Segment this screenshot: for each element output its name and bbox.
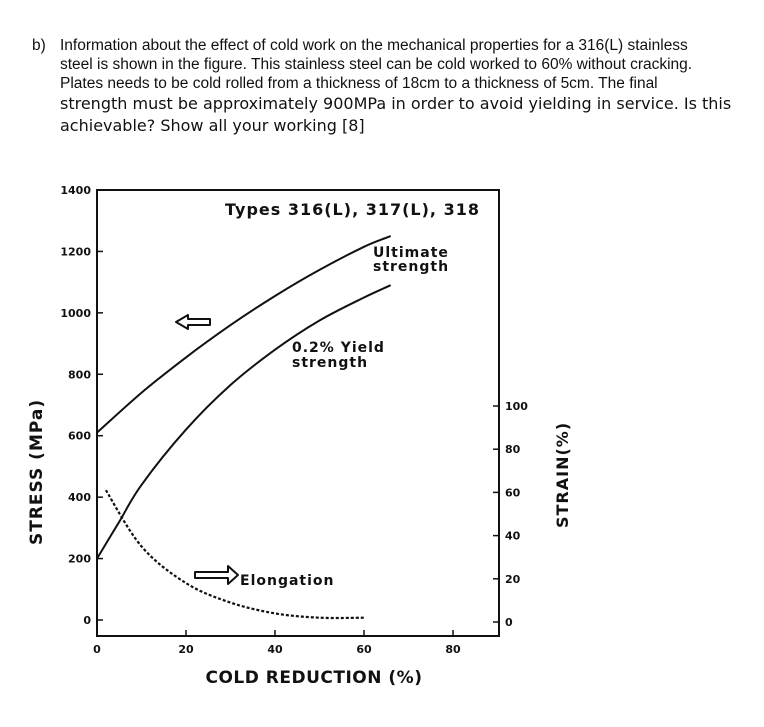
ultimate-strength-label-line: strength — [373, 259, 449, 275]
y-tick-label: 200 — [68, 553, 91, 566]
y2-axis-label: STRAIN(%) — [553, 422, 572, 528]
yield-strength-label: 0.2% Yield strength — [292, 340, 391, 371]
y-tick-label: 1400 — [60, 184, 91, 197]
left-arrow-icon — [175, 314, 211, 330]
question-line: steel is shown in the figure. This stain… — [60, 56, 693, 73]
y2-tick-label: 0 — [505, 616, 513, 629]
question-label: b) — [32, 37, 46, 54]
y2-tick-label: 60 — [505, 486, 521, 499]
yield-strength-label-line: 0.2% Yield — [292, 340, 385, 356]
y2-tick-label: 100 — [505, 400, 528, 413]
y-tick-label: 1000 — [60, 307, 91, 320]
x-tick-label: 80 — [445, 643, 461, 656]
yield-strength-label-line: strength — [292, 355, 368, 371]
y-tick-label: 800 — [68, 368, 91, 381]
x-axis-label: COLD REDUCTION (%) — [206, 668, 423, 688]
right-arrow-icon — [194, 565, 239, 585]
plot-frame — [96, 189, 500, 637]
yield-strength-curve — [96, 284, 392, 560]
y2-tick-label: 80 — [505, 443, 521, 456]
y2-tick-label: 20 — [505, 573, 521, 586]
y-axis-label: STRESS (MPa) — [27, 399, 47, 545]
question-line: Plates needs to be cold rolled from a th… — [60, 75, 658, 92]
x-tick-label: 20 — [178, 643, 194, 656]
y2-axis-ticks: 0 20 40 60 80 100 — [493, 400, 528, 629]
y-tick-label: 400 — [68, 491, 91, 504]
question-line: Information about the effect of cold wor… — [60, 37, 688, 54]
ultimate-strength-curve — [96, 235, 392, 434]
x-tick-label: 0 — [93, 643, 101, 656]
chart-title: Types 316(L), 317(L), 318 — [225, 200, 480, 219]
elongation-label: Elongation — [240, 573, 335, 589]
question-line: strength must be approximately 900MPa in… — [60, 94, 732, 113]
series-layer — [96, 235, 392, 620]
question-line: achievable? Show all your working [8] — [60, 116, 365, 135]
x-axis-ticks: 0 20 40 60 80 — [93, 630, 461, 656]
x-tick-label: 40 — [267, 643, 283, 656]
y2-tick-label: 40 — [505, 530, 521, 543]
elongation-curve — [104, 489, 365, 620]
y-axis-ticks: 0 200 400 600 800 1000 1200 1400 — [60, 184, 103, 627]
question-text: Information about the effect of cold wor… — [60, 36, 731, 137]
y-tick-label: 1200 — [60, 245, 91, 258]
y-tick-label: 0 — [83, 614, 91, 627]
x-tick-label: 60 — [356, 643, 372, 656]
y-tick-label: 600 — [68, 430, 91, 443]
ultimate-strength-label-line: Ultimate — [373, 245, 449, 261]
ultimate-strength-label: Ultimate strength — [373, 245, 455, 275]
